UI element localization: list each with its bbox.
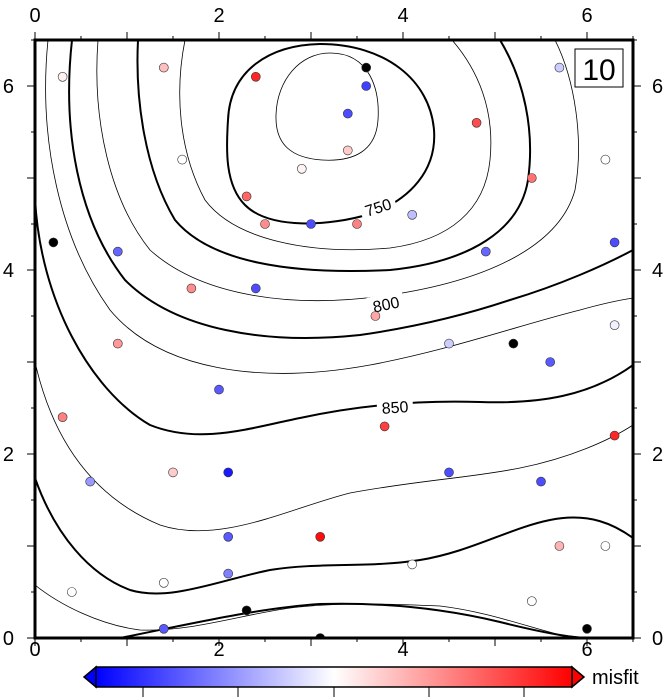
colorbar-high-triangle bbox=[571, 665, 586, 689]
data-point bbox=[186, 283, 197, 294]
data-point bbox=[177, 154, 187, 165]
y-tick-label-right: 2 bbox=[652, 444, 663, 466]
data-point bbox=[609, 430, 620, 441]
x-tick-label-bottom: 2 bbox=[213, 639, 224, 661]
contours bbox=[35, 40, 633, 638]
data-point bbox=[251, 283, 261, 294]
data-point bbox=[223, 531, 233, 542]
data-point bbox=[609, 237, 620, 248]
data-point bbox=[545, 357, 556, 367]
y-tick-label-left: 2 bbox=[3, 444, 14, 466]
data-point bbox=[214, 384, 224, 395]
data-point bbox=[306, 219, 316, 229]
data-point bbox=[159, 577, 169, 588]
y-tick-label-left: 0 bbox=[3, 628, 14, 650]
panel-label: 10 bbox=[582, 54, 615, 87]
contour-label-850-bg bbox=[376, 395, 414, 419]
data-point bbox=[241, 605, 252, 616]
contour-label-850: 850 bbox=[381, 399, 409, 418]
x-tick-label-top: 4 bbox=[397, 5, 408, 27]
colorbar-label: misfit bbox=[592, 667, 639, 689]
contour-line-770 bbox=[136, 40, 532, 273]
data-point bbox=[223, 568, 233, 579]
data-point bbox=[159, 62, 169, 73]
data-point bbox=[315, 531, 326, 542]
x-tick-label-top: 6 bbox=[581, 5, 592, 27]
data-point bbox=[444, 467, 454, 478]
x-tick-label-bottom: 6 bbox=[581, 639, 592, 661]
data-point bbox=[536, 476, 546, 487]
panel-label-box bbox=[574, 48, 624, 88]
contour-label-750-bg bbox=[357, 191, 399, 223]
y-tick-label-right: 0 bbox=[652, 628, 663, 650]
y-tick-label-left: 6 bbox=[3, 76, 14, 98]
data-point bbox=[526, 173, 537, 183]
data-point bbox=[554, 541, 565, 551]
data-point bbox=[407, 559, 418, 570]
data-point bbox=[57, 72, 68, 82]
contour-line-inner bbox=[275, 52, 379, 161]
data-point bbox=[554, 62, 565, 73]
contour-line-890 bbox=[119, 602, 591, 638]
x-tick-label-top: 0 bbox=[29, 5, 40, 27]
contour-line-860 bbox=[35, 361, 633, 532]
contour-label-800-bg bbox=[366, 290, 406, 318]
data-point bbox=[159, 623, 169, 634]
contour-line-810 bbox=[45, 40, 633, 374]
contour-label-800: 800 bbox=[371, 294, 401, 316]
data-point bbox=[480, 246, 491, 257]
data-point bbox=[241, 191, 252, 202]
axis-ticks bbox=[27, 32, 641, 646]
data-point bbox=[526, 596, 537, 607]
contour-line-760 bbox=[179, 40, 492, 251]
data-point bbox=[48, 237, 59, 248]
contour-labels: 750 800 850 bbox=[357, 191, 414, 419]
contour-line-870 bbox=[35, 477, 633, 595]
data-point bbox=[85, 476, 95, 487]
contour-line-850 bbox=[35, 197, 633, 436]
data-point bbox=[444, 338, 454, 349]
contour-line-780 bbox=[96, 40, 579, 302]
x-tick-label-top: 2 bbox=[213, 5, 224, 27]
data-point bbox=[508, 338, 519, 349]
contour-line-800 bbox=[68, 40, 633, 339]
data-point bbox=[113, 338, 123, 349]
data-point bbox=[168, 467, 178, 478]
x-tick-label-bottom: 0 bbox=[29, 639, 40, 661]
data-point bbox=[407, 210, 418, 220]
y-tick-label-right: 6 bbox=[652, 76, 663, 98]
data-point bbox=[609, 320, 620, 331]
plot-frame bbox=[33, 38, 635, 640]
data-point bbox=[379, 421, 390, 432]
data-point bbox=[361, 62, 372, 73]
data-point bbox=[260, 219, 270, 229]
data-point bbox=[251, 72, 261, 82]
data-point bbox=[600, 154, 611, 165]
colorbar: misfit bbox=[82, 665, 639, 697]
data-point bbox=[361, 81, 372, 91]
colorbar-low-triangle bbox=[82, 665, 97, 689]
data-points bbox=[48, 62, 620, 638]
colorbar-ramp bbox=[95, 666, 573, 688]
x-tick-label-bottom: 4 bbox=[397, 639, 408, 661]
data-point bbox=[600, 541, 611, 551]
y-tick-label-right: 4 bbox=[652, 260, 663, 282]
data-point bbox=[342, 145, 353, 156]
data-point bbox=[223, 467, 233, 478]
y-tick-label-left: 4 bbox=[3, 260, 14, 282]
contour-line-750 bbox=[226, 42, 436, 225]
data-point bbox=[370, 311, 381, 321]
data-point bbox=[296, 164, 307, 174]
contour-line-880 bbox=[35, 584, 566, 637]
data-point bbox=[67, 587, 77, 597]
data-point bbox=[352, 219, 362, 229]
data-point bbox=[342, 108, 353, 119]
data-point bbox=[471, 118, 482, 128]
data-point bbox=[113, 246, 123, 257]
data-point bbox=[57, 412, 68, 423]
data-point bbox=[582, 623, 592, 634]
